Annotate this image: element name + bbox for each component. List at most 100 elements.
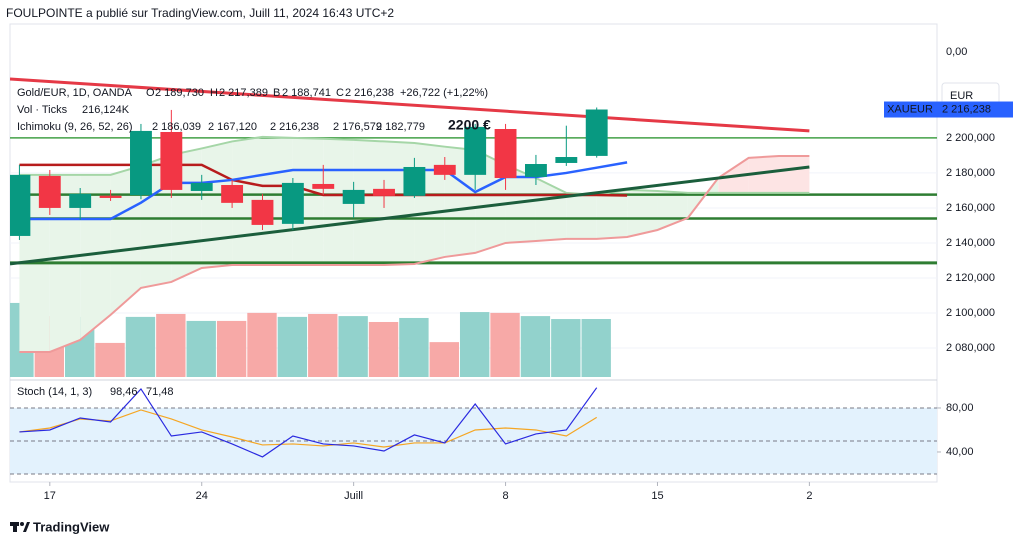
cloud-fill xyxy=(384,141,415,265)
candle-body xyxy=(555,157,578,163)
legend-value: 2 216,238 xyxy=(345,87,394,99)
volume-bar xyxy=(490,312,520,377)
ichimoku-legend: Ichimoku (9, 26, 52, 26) xyxy=(17,121,133,133)
ichimoku-legend-value: 2 182,779 xyxy=(376,121,425,133)
volume-bar xyxy=(308,313,338,377)
y-tick-label: 2 080,000 xyxy=(946,342,995,354)
candle-body xyxy=(38,175,61,208)
candle-body xyxy=(494,129,517,179)
volume-bar xyxy=(459,312,490,377)
candle-body xyxy=(10,174,31,236)
cloud-fill xyxy=(414,143,445,264)
legend-key: C xyxy=(336,87,344,99)
plot xyxy=(10,77,937,475)
y-tick-label: 2 140,000 xyxy=(946,237,995,249)
volume-bar xyxy=(551,319,581,377)
volume-bar xyxy=(95,342,125,377)
candle-body xyxy=(585,109,608,156)
ichimoku-legend-value: 2 216,238 xyxy=(270,121,319,133)
ichimoku-line xyxy=(19,154,810,353)
x-tick-label: 24 xyxy=(196,490,208,502)
cloud-fill xyxy=(505,164,536,243)
y-tick-label: 2 100,000 xyxy=(946,307,995,319)
legend-key: B xyxy=(273,87,280,99)
ichimoku-legend-value: 2 167,120 xyxy=(208,121,257,133)
candle-body xyxy=(373,188,395,196)
x-tick-label: 8 xyxy=(502,490,508,502)
candle-body xyxy=(525,164,547,177)
candle-body xyxy=(403,166,426,196)
candle-body xyxy=(464,126,487,175)
legend-symbol: Gold/EUR, 1D, OANDA xyxy=(17,87,133,99)
cloud-fill xyxy=(596,189,628,239)
cloud-fill xyxy=(80,174,111,340)
y-tick-label: 2 160,000 xyxy=(946,202,995,214)
candle-body xyxy=(190,182,213,191)
cloud-fill xyxy=(779,155,810,193)
volume-bar xyxy=(429,342,459,377)
y-tick-label: 2 120,000 xyxy=(946,272,995,284)
legend-value: 2 189,730 xyxy=(155,87,204,99)
volume-bar xyxy=(216,320,247,377)
cloud-fill xyxy=(110,165,141,315)
header: FOULPOINTE a publié sur TradingView.com,… xyxy=(6,6,394,20)
volume-legend-value: 216,124K xyxy=(82,104,130,116)
volume-bar xyxy=(186,320,216,377)
candle-body xyxy=(221,185,244,203)
legend-change: +26,722 (+1,22%) xyxy=(400,87,488,99)
legend-key: H xyxy=(210,87,218,99)
volume-bar xyxy=(581,319,611,377)
stoch-line xyxy=(19,387,598,458)
legend-key: O xyxy=(146,87,155,99)
candle-body xyxy=(312,183,335,189)
stoch-legend: Stoch (14, 1, 3) xyxy=(17,386,92,398)
price-tag-symbol-box xyxy=(884,101,937,118)
annotation: 2200 € xyxy=(448,117,491,133)
volume-bar xyxy=(520,316,551,377)
ichimoku-legend-value: 2 186,039 xyxy=(152,121,201,133)
volume-bar xyxy=(338,316,368,377)
stoch-tick-label: 40,00 xyxy=(946,446,974,458)
candle-body xyxy=(130,130,152,195)
y-tick-label: 2 200,000 xyxy=(946,132,995,144)
volume-bar xyxy=(277,316,308,377)
logo xyxy=(10,522,30,532)
x-tick-label: Juill xyxy=(344,490,363,502)
candle-body xyxy=(99,195,122,198)
cloud-fill xyxy=(566,192,597,239)
cloud-fill xyxy=(748,155,780,193)
cloud-fill xyxy=(627,189,658,237)
volume-bar xyxy=(399,317,429,377)
candle-body xyxy=(69,193,92,208)
x-tick-label: 15 xyxy=(651,490,663,502)
volume-bar xyxy=(368,321,399,377)
volume-bar xyxy=(156,313,186,377)
legend-value: 2 217,389 xyxy=(219,87,268,99)
candle-body xyxy=(160,131,183,190)
legend-value: 2 188,741 xyxy=(282,87,331,99)
axis-top-label: 0,00 xyxy=(946,46,967,58)
stoch-line xyxy=(19,409,598,448)
volume-bar xyxy=(247,312,277,377)
volume-bar xyxy=(125,316,156,377)
candle-body xyxy=(342,189,365,204)
candle-body xyxy=(251,199,274,225)
trendline xyxy=(10,77,810,133)
footer-brand: TradingView xyxy=(33,519,110,534)
ichimoku-legend-value: 2 176,579 xyxy=(333,121,382,133)
x-tick-label: 2 xyxy=(806,490,812,502)
price-tag-box xyxy=(937,101,1013,118)
y-tick-label: 2 180,000 xyxy=(946,167,995,179)
candle-body xyxy=(433,164,456,175)
cloud-fill xyxy=(201,141,233,268)
stoch-legend-value: 98,46 xyxy=(110,386,138,398)
candle-body xyxy=(281,182,304,224)
currency-label: EUR xyxy=(950,90,973,102)
trendline xyxy=(10,165,810,266)
overlay: Gold/EUR, 1D, OANDA O 2 189,730 H 2 217,389 B… xyxy=(17,87,488,398)
price-tag-label: 2 216,238 xyxy=(942,103,991,115)
stoch-tick-label: 80,00 xyxy=(946,402,974,414)
stoch-legend-value: 71,48 xyxy=(146,386,174,398)
